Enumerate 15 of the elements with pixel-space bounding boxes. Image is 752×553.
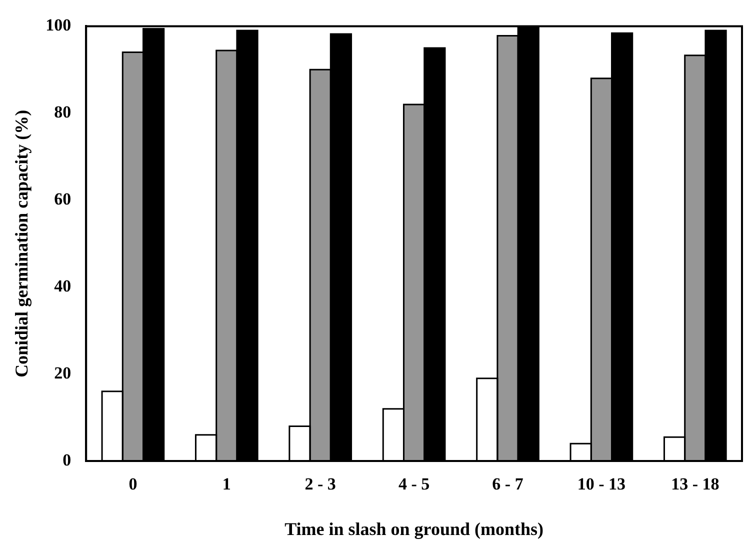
x-axis-title: Time in slash on ground (months) <box>284 518 544 539</box>
x-tick-label: 0 <box>128 474 138 494</box>
y-axis-title: Conidial germination capacity (%) <box>11 110 32 378</box>
y-tick-label: 20 <box>54 363 72 382</box>
y-tick-label: 0 <box>62 450 72 470</box>
x-tick-label: 13 - 18 <box>671 474 720 494</box>
y-tick-label: 40 <box>54 276 72 296</box>
x-tick-label: 10 - 13 <box>577 474 626 494</box>
x-tick-label: 2 - 3 <box>304 474 336 494</box>
y-tick-label: 60 <box>54 190 72 209</box>
y-tick-label: 80 <box>54 102 72 122</box>
x-tick-label: 4 - 5 <box>398 474 430 494</box>
y-tick-label: 100 <box>46 16 72 35</box>
x-tick-label: 6 - 7 <box>492 474 524 494</box>
x-tick-label: 1 <box>222 474 231 494</box>
